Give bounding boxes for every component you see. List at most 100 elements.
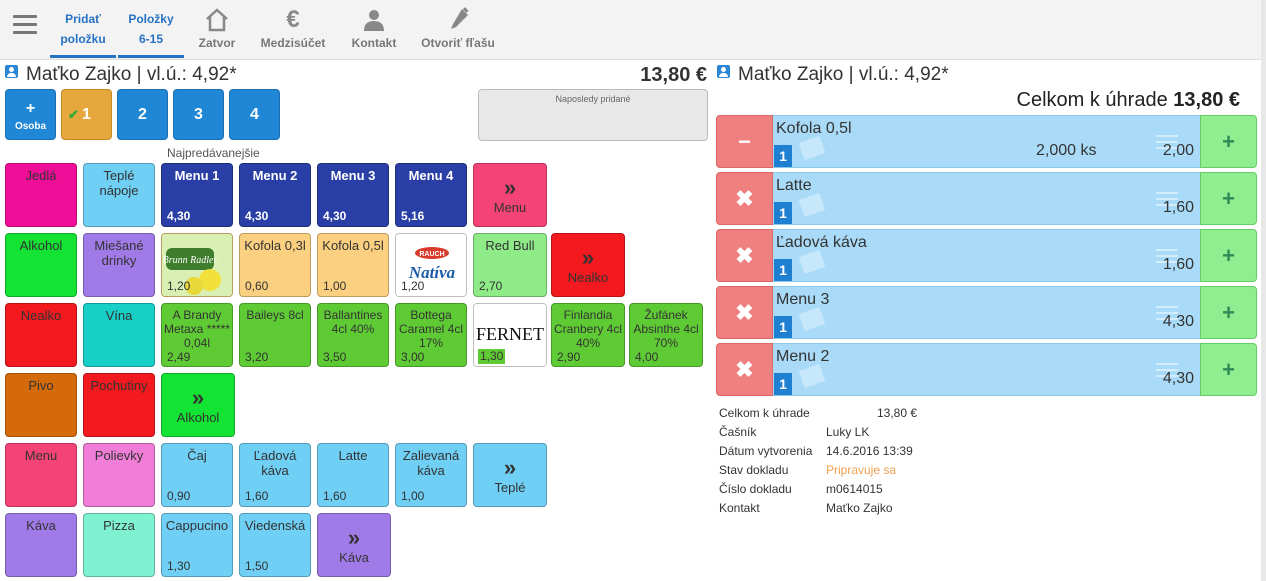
tile-more-teple[interactable]: » Teplé [473,443,547,507]
seat-3-button[interactable]: 3 [173,89,224,140]
total-value: 13,80 € [1173,89,1240,111]
tile-pivo[interactable]: Pivo [5,373,77,437]
tile-miesane-drinky[interactable]: Miešané drinky [83,233,155,297]
tile-ladova-kava[interactable]: Ľadová káva 1,60 [239,443,311,507]
menu-icon[interactable] [13,15,37,35]
tile-more-menu[interactable]: » Menu [473,163,547,227]
tile-cappucino[interactable]: Cappucino 1,30 [161,513,233,577]
tile-baileys[interactable]: Baileys 8cl 3,20 [239,303,311,367]
tile-menu-1[interactable]: Menu 1 4,30 [161,163,233,227]
tab-items-range[interactable]: Položky 6-15 [118,0,184,58]
checkmark-icon: ✔ [68,107,79,122]
drag-handle-icon [1156,135,1178,153]
tile-price: 2,70 [479,279,503,293]
tile-label: Alkohol [176,410,220,425]
tile-more-alkohol[interactable]: » Alkohol [161,373,235,437]
tile-kofola-03[interactable]: Kofola 0,3l 0,60 [239,233,311,297]
tile-latte[interactable]: Latte 1,60 [317,443,389,507]
radler-logo-text: Brunn Radler [163,255,218,266]
tile-vina[interactable]: Vína [83,303,155,367]
order-line-body[interactable]: Menu 2 1 4,30 [773,343,1200,396]
tile-caj[interactable]: Čaj 0,90 [161,443,233,507]
tile-finlandia[interactable]: Finlandia Cranbery 4cl 40% 2,90 [551,303,625,367]
tile-nealko[interactable]: Nealko [5,303,77,367]
remove-button[interactable]: ✖ [716,286,773,339]
order-line-body[interactable]: Ľadová káva 1 1,60 [773,229,1200,282]
tile-menu-2[interactable]: Menu 2 4,30 [239,163,311,227]
scrollbar[interactable] [1261,0,1266,581]
tile-label: Polievky [94,448,144,463]
increase-button[interactable]: + [1200,286,1257,339]
tile-label: Latte [338,448,368,463]
seat-1-button[interactable]: ✔ 1 [61,89,112,140]
tile-label: Pivo [28,378,54,393]
tile-red-bull[interactable]: Red Bull 2,70 [473,233,547,297]
info-key: Celkom k úhrade [719,406,810,420]
tile-menu-4[interactable]: Menu 4 5,16 [395,163,467,227]
contact-button[interactable]: Kontakt [348,6,400,50]
decrease-button[interactable]: − [716,115,773,168]
add-person-button[interactable]: + Osoba [5,89,56,140]
tile-label: Ľadová káva [253,448,297,478]
tile-radler[interactable]: Brunn Radler 1,20 [161,233,233,297]
tab-items-line2: 6-15 [138,32,164,46]
seat-4-button[interactable]: 4 [229,89,280,140]
tile-label: Menu 1 [174,168,220,183]
open-bottle-button[interactable]: Otvoriť fľašu [418,6,498,50]
double-chevron-right-icon: » [347,525,361,550]
tile-label: Viedenská [244,518,306,533]
tile-pizza[interactable]: Pizza [83,513,155,577]
add-person-label: Osoba [14,121,47,132]
tile-jedla[interactable]: Jedlá [5,163,77,227]
drag-handle-icon [1156,192,1178,210]
tile-zufanek[interactable]: Žufánek Absinthe 4cl 70% 4,00 [629,303,703,367]
order-line: ✖ Ľadová káva 1 1,60 + [716,229,1257,282]
seat-2-button[interactable]: 2 [117,89,168,140]
increase-button[interactable]: + [1200,343,1257,396]
tile-price: 1,00 [323,279,347,293]
tile-label: Teplé [494,480,526,495]
tile-bottega[interactable]: Bottega Caramel 4cl 17% 3,00 [395,303,467,367]
tile-kofola-05[interactable]: Kofola 0,5l 1,00 [317,233,389,297]
increase-button[interactable]: + [1200,229,1257,282]
subtotal-button[interactable]: € Medzisúčet [258,6,328,50]
tile-polievky[interactable]: Polievky [83,443,155,507]
tile-ballantines[interactable]: Ballantines 4cl 40% 3,50 [317,303,389,367]
tile-kava[interactable]: Káva [5,513,77,577]
order-line-body[interactable]: Latte 1 1,60 [773,172,1200,225]
increase-button[interactable]: + [1200,115,1257,168]
tile-label: Miešané drinky [94,238,144,268]
remove-button[interactable]: ✖ [716,229,773,282]
tile-teple-napoje[interactable]: Teplé nápoje [83,163,155,227]
close-button[interactable]: Zatvor [194,6,240,50]
order-line: ✖ Menu 2 1 4,30 + [716,343,1257,396]
tile-price: 5,16 [401,209,425,223]
tile-more-nealko[interactable]: » Nealko [551,233,625,297]
radler-bottle-image: Brunn Radler [162,234,232,296]
order-total-left: 13,80 € [640,64,707,86]
tile-pochutiny[interactable]: Pochutiny [83,373,155,437]
tile-viedenska[interactable]: Viedenská 1,50 [239,513,311,577]
order-line-body[interactable]: Menu 3 1 4,30 [773,286,1200,339]
tile-zalievana-kava[interactable]: Zalievaná káva 1,00 [395,443,467,507]
tile-label: Pizza [103,518,135,533]
remove-button[interactable]: ✖ [716,172,773,225]
tab-add-item[interactable]: Pridať položku [50,0,116,58]
tile-menu[interactable]: Menu [5,443,77,507]
order-line-body[interactable]: Kofola 0,5l 1 2,000 ks 2,00 [773,115,1200,168]
tab-add-item-line1: Pridať [65,12,101,26]
tile-alkohol[interactable]: Alkohol [5,233,77,297]
tile-metaxa[interactable]: A Brandy Metaxa ***** 0,04l 2,49 [161,303,233,367]
tile-more-kava[interactable]: » Káva [317,513,391,577]
tile-menu-3[interactable]: Menu 3 4,30 [317,163,389,227]
tile-fernet[interactable]: FERNET 1,30 [473,303,547,367]
double-chevron-right-icon: » [191,385,205,410]
tile-label: Red Bull [485,238,535,253]
info-key: Dátum vytvorenia [719,444,813,458]
remove-button[interactable]: ✖ [716,343,773,396]
order-line-qty: 1 [774,316,792,338]
order-line-price: 4,30 [1162,313,1194,330]
increase-button[interactable]: + [1200,172,1257,225]
tile-nativa[interactable]: RAUCH Natíva 1,20 [395,233,467,297]
tile-label: Jedlá [25,168,57,183]
